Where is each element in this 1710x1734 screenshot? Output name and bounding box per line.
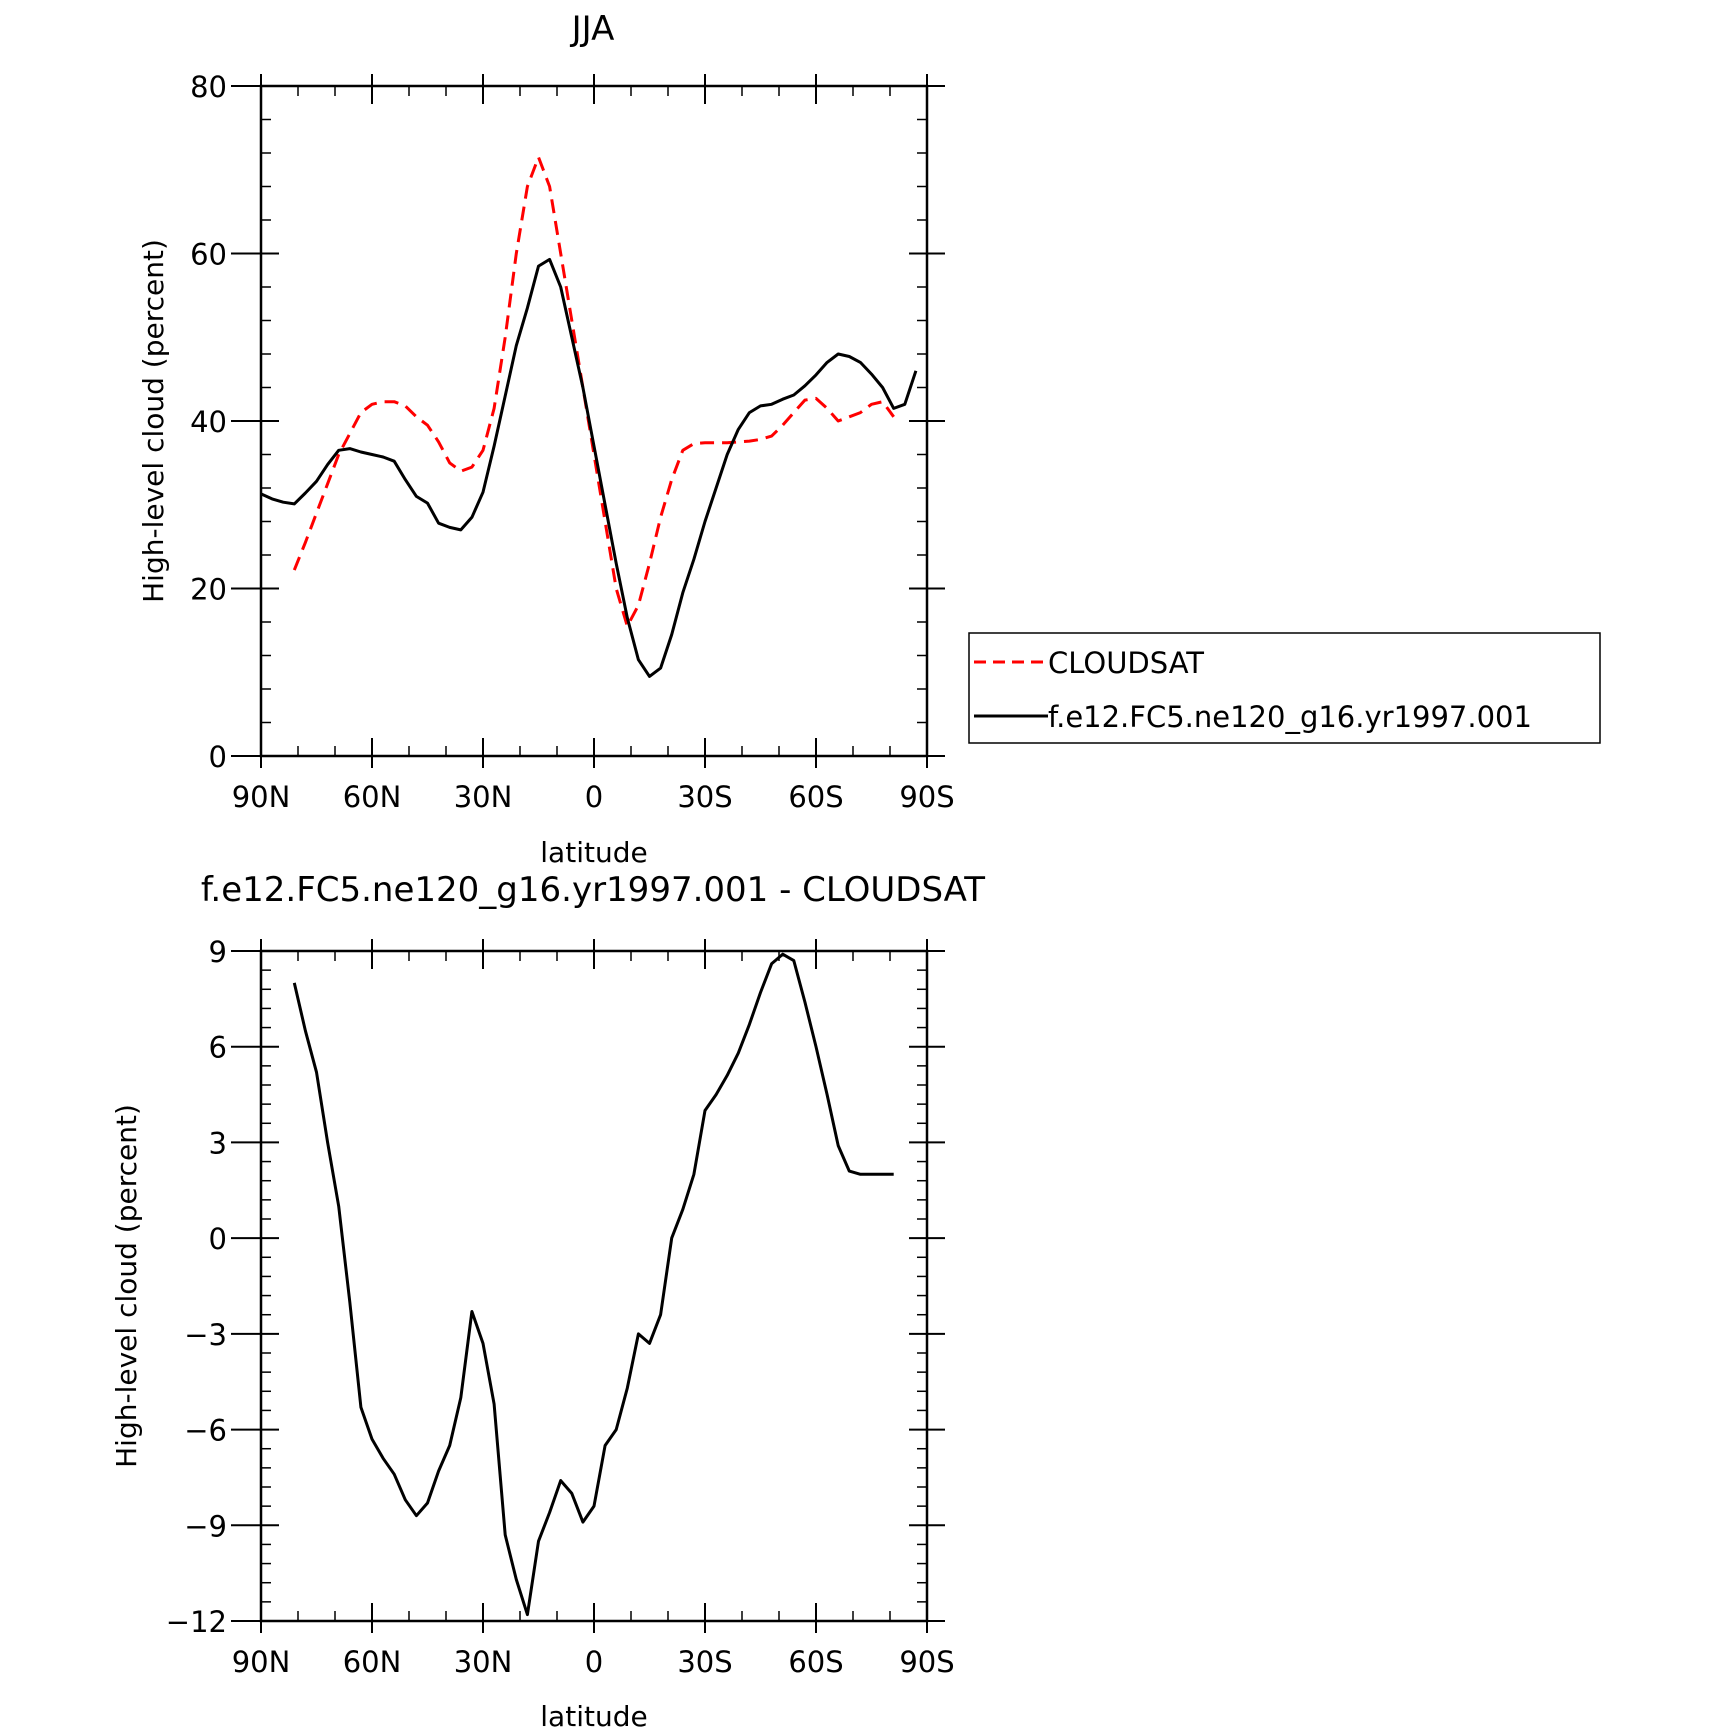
top-chart-title: JJA bbox=[570, 9, 615, 49]
bottom-chart-title: f.e12.FC5.ne120_g16.yr1997.001 - CLOUDSA… bbox=[201, 870, 985, 910]
top-x-tick-label: 90N bbox=[232, 780, 291, 814]
top-x-ticks: 90N 60N 30N 0 30S 60S 90S bbox=[232, 74, 955, 814]
bottom-x-tick-label: 60S bbox=[788, 1645, 843, 1679]
bottom-plot-frame bbox=[259, 949, 929, 1623]
top-x-tick-label: 0 bbox=[585, 780, 603, 814]
bottom-y-tick-label: −12 bbox=[166, 1605, 227, 1639]
bottom-y-tick-label: −6 bbox=[184, 1414, 227, 1448]
legend-label-cloudsat: CLOUDSAT bbox=[1048, 646, 1204, 680]
top-x-tick-label: 90S bbox=[899, 780, 954, 814]
legend-label-model: f.e12.FC5.ne120_g16.yr1997.001 bbox=[1048, 700, 1532, 734]
bottom-x-tick-label: 0 bbox=[585, 1645, 603, 1679]
bottom-y-tick-label: 9 bbox=[209, 935, 227, 969]
bottom-x-tick-label: 90S bbox=[899, 1645, 954, 1679]
top-plot-frame bbox=[259, 84, 929, 758]
top-panel: JJA 90N 60N 30N 0 30S 60S 90S 0 20 40 60 80 High-l… bbox=[137, 9, 1601, 869]
bottom-x-tick-label: 60N bbox=[343, 1645, 402, 1679]
top-x-tick-label: 60S bbox=[788, 780, 843, 814]
top-y-tick-label: 0 bbox=[209, 740, 227, 774]
bottom-y-ticks: −12 −9 −6 −3 0 3 6 9 bbox=[166, 935, 945, 1639]
bottom-x-tick-label: 30N bbox=[454, 1645, 513, 1679]
bottom-y-tick-label: −3 bbox=[184, 1318, 227, 1352]
top-series-line-model bbox=[260, 257, 918, 678]
top-y-tick-label: 40 bbox=[190, 405, 227, 439]
bottom-y-tick-label: 3 bbox=[209, 1126, 227, 1160]
top-series-line-cloudsat bbox=[292, 155, 895, 628]
bottom-x-tick-label: 30S bbox=[677, 1645, 732, 1679]
top-y-axis-label: High-level cloud (percent) bbox=[137, 239, 170, 603]
bottom-panel: f.e12.FC5.ne120_g16.yr1997.001 - CLOUDSA… bbox=[110, 870, 985, 1733]
top-x-minor-ticks bbox=[297, 86, 891, 756]
bottom-x-minor-ticks bbox=[297, 951, 891, 1621]
top-x-tick-label: 30S bbox=[677, 780, 732, 814]
bottom-x-axis-label: latitude bbox=[540, 1700, 647, 1733]
bottom-x-tick-label: 90N bbox=[232, 1645, 291, 1679]
bottom-x-ticks: 90N 60N 30N 0 30S 60S 90S bbox=[232, 939, 955, 1679]
top-x-axis-label: latitude bbox=[540, 836, 647, 869]
bottom-y-minor-ticks bbox=[261, 969, 927, 1603]
top-y-minor-ticks bbox=[261, 118, 927, 724]
bottom-y-tick-label: 6 bbox=[209, 1031, 227, 1065]
top-series-lines bbox=[260, 155, 918, 678]
top-y-tick-label: 60 bbox=[190, 238, 227, 272]
top-x-tick-label: 30N bbox=[454, 780, 513, 814]
bottom-series-lines bbox=[292, 952, 894, 1617]
top-y-ticks: 0 20 40 60 80 bbox=[190, 70, 945, 774]
legend-box bbox=[968, 632, 1601, 744]
bottom-y-tick-label: −9 bbox=[184, 1509, 227, 1543]
bottom-y-axis-label: High-level cloud (percent) bbox=[110, 1104, 143, 1468]
legend: CLOUDSAT f.e12.FC5.ne120_g16.yr1997.001 bbox=[968, 632, 1601, 744]
bottom-y-tick-label: 0 bbox=[209, 1222, 227, 1256]
top-y-tick-label: 20 bbox=[190, 573, 227, 607]
top-x-tick-label: 60N bbox=[343, 780, 402, 814]
top-y-tick-label: 80 bbox=[190, 70, 227, 104]
bottom-series-line-difference bbox=[292, 952, 894, 1617]
